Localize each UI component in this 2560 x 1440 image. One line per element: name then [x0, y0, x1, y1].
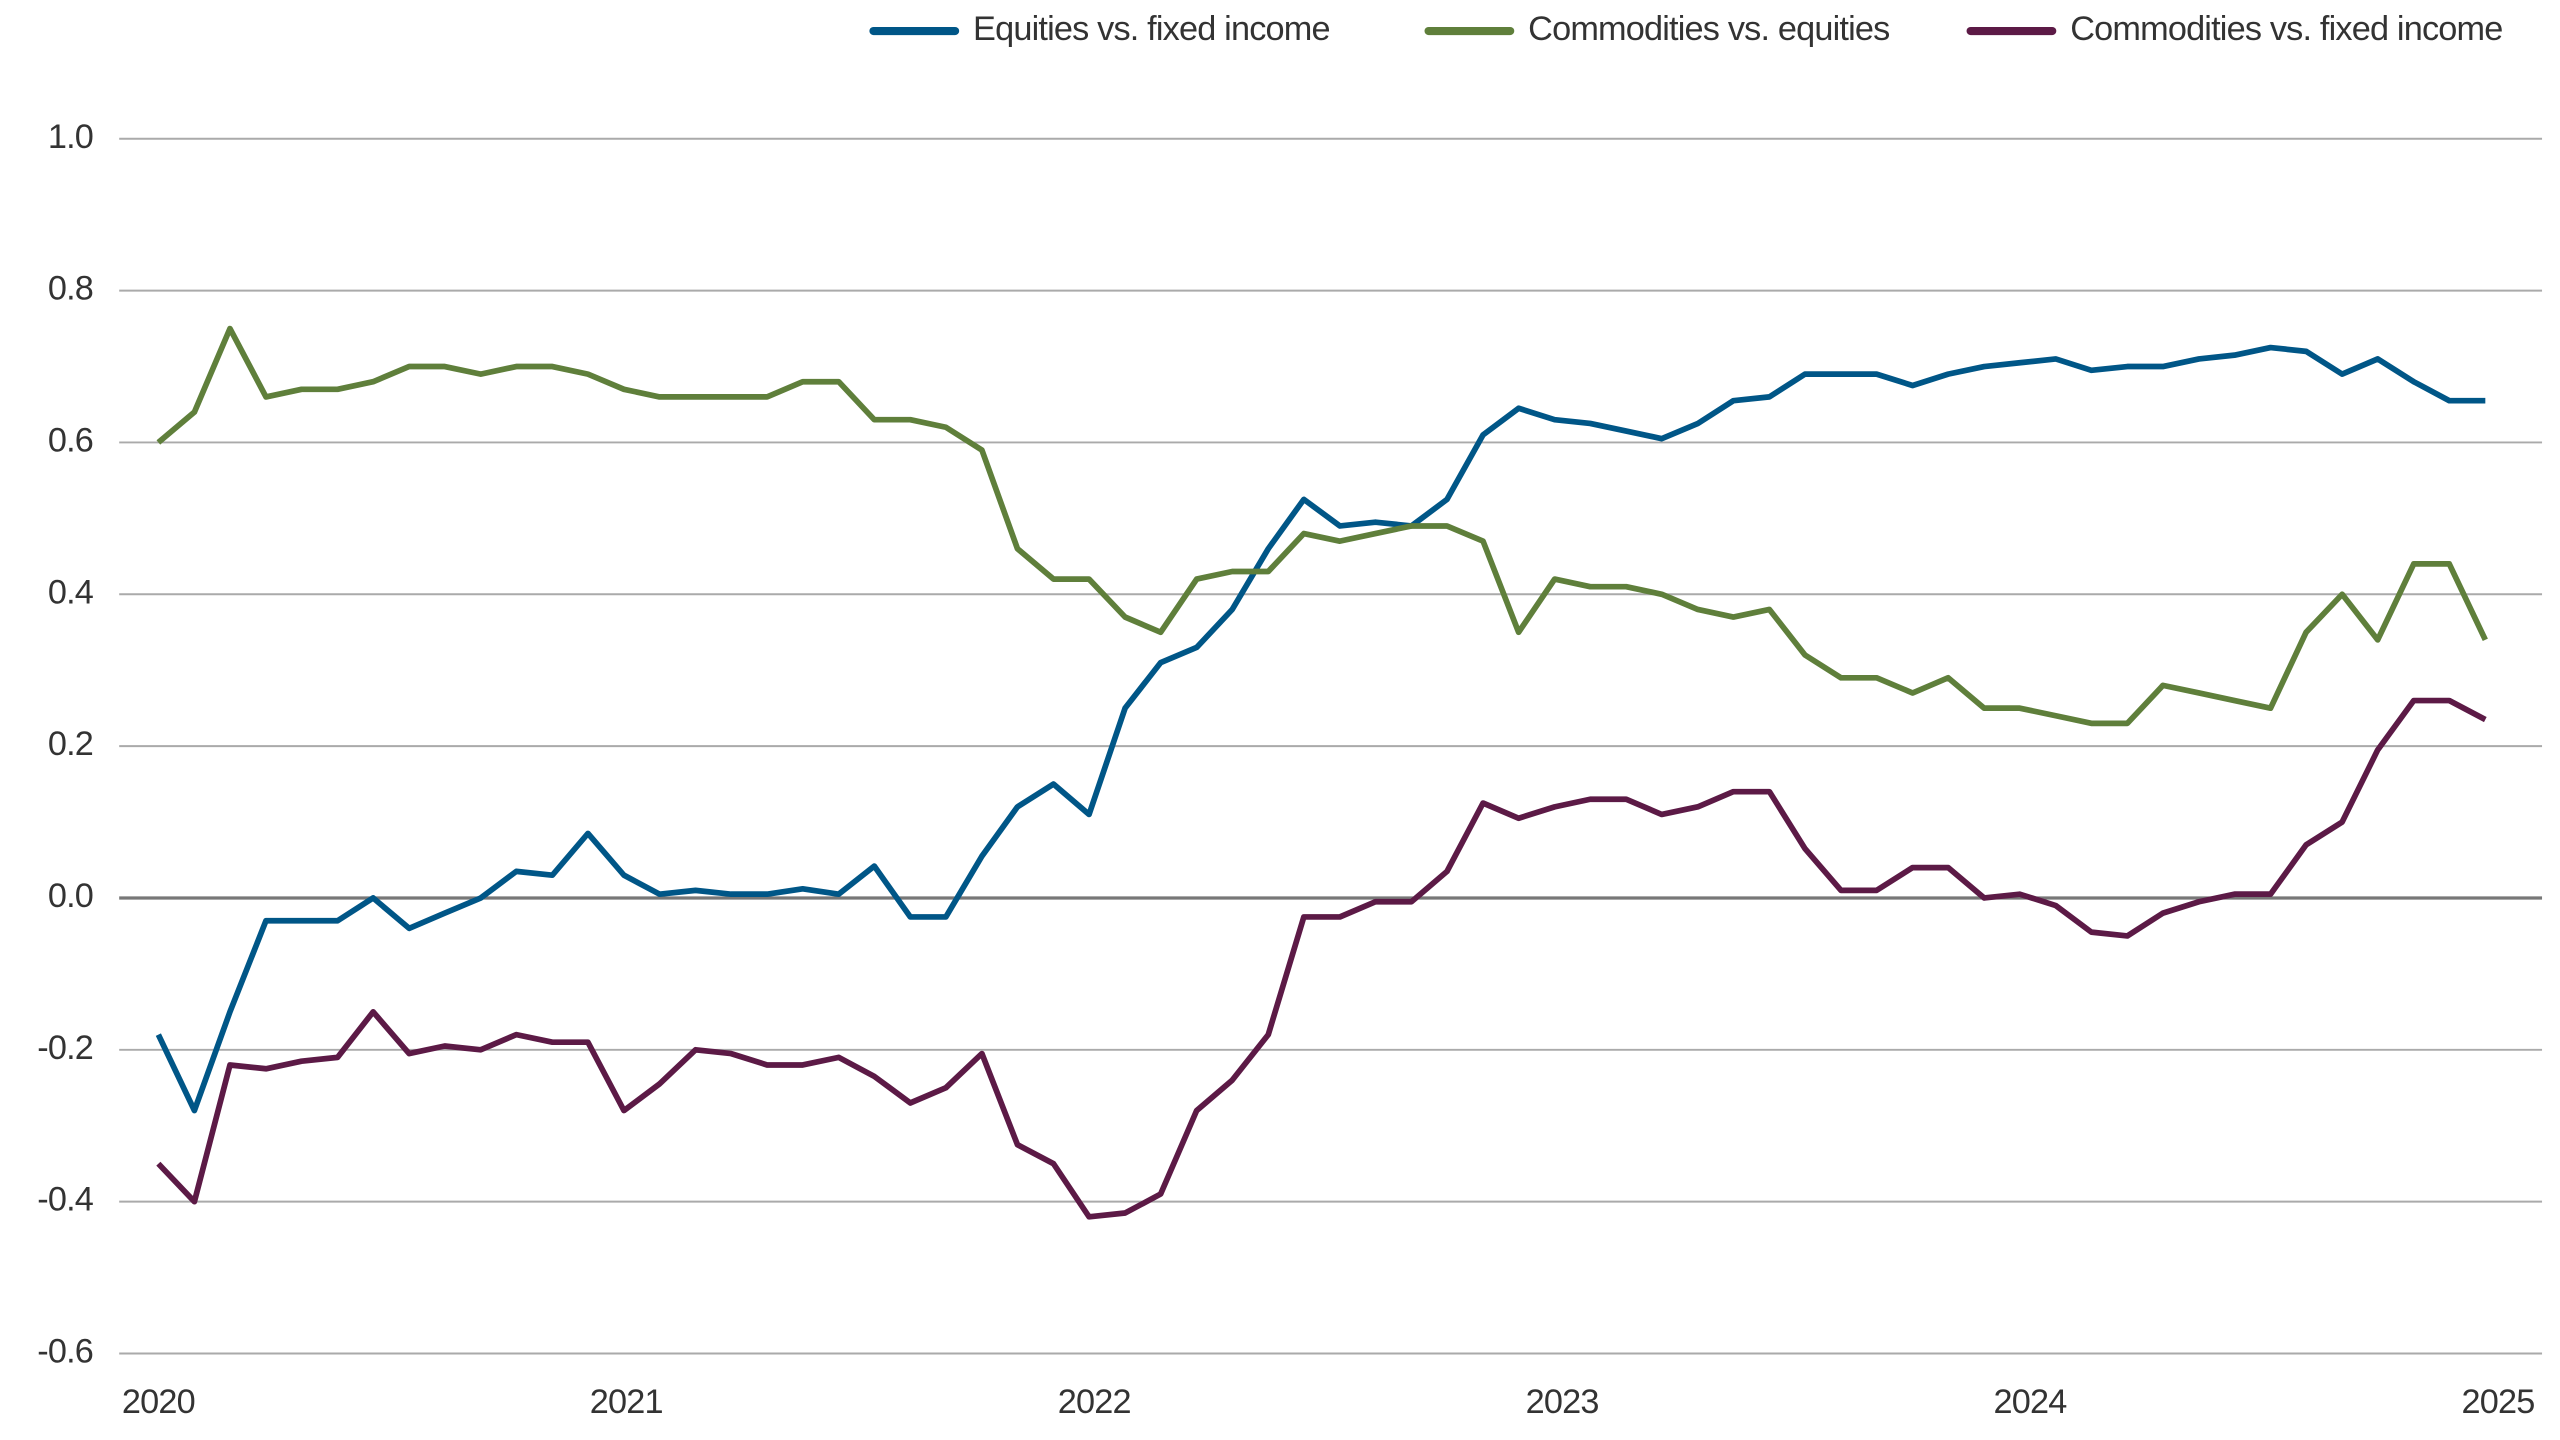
x-tick-label: 2022	[1058, 1383, 1131, 1421]
y-tick-label: -0.4	[37, 1181, 94, 1219]
legend-label: Equities vs. fixed income	[973, 10, 1330, 48]
series-line	[156, 697, 2487, 1220]
series-line	[155, 344, 2486, 1114]
x-tick-label: 2025	[2461, 1383, 2534, 1421]
y-tick-label: 1.0	[48, 118, 93, 156]
y-tick-label: 0.4	[48, 573, 94, 611]
y-tick-label: -0.6	[37, 1333, 93, 1371]
y-tick-label: 0.6	[48, 422, 93, 460]
x-tick-label: 2021	[590, 1383, 663, 1421]
y-tick-label: 0.0	[48, 877, 93, 915]
x-tick-label: 2020	[122, 1383, 195, 1421]
legend-label: Commodities vs. fixed income	[2070, 10, 2502, 48]
x-tick-label: 2023	[1526, 1383, 1599, 1421]
y-tick-label: 0.2	[48, 725, 93, 763]
legend-label: Commodities vs. equities	[1528, 10, 1889, 48]
series-line	[156, 325, 2488, 727]
y-tick-label: 0.8	[48, 270, 93, 308]
y-tick-label: -0.2	[37, 1029, 93, 1067]
x-tick-label: 2024	[1994, 1383, 2068, 1421]
